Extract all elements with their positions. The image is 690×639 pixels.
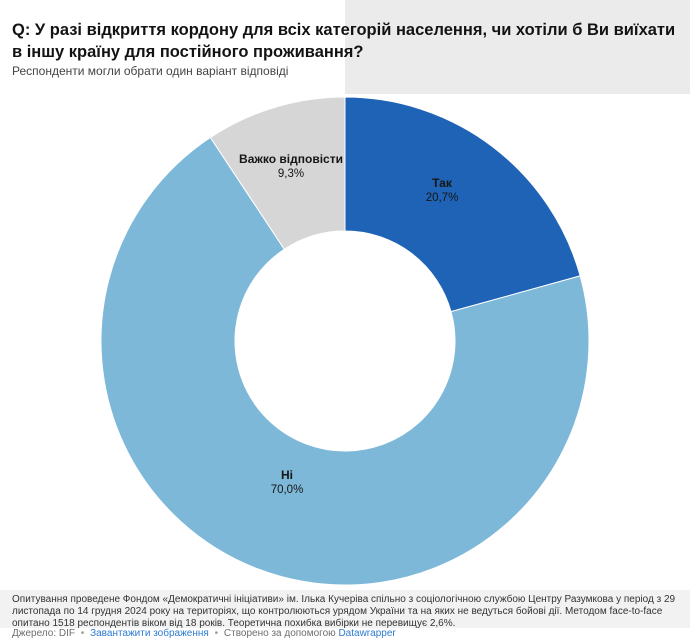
created-with-label: Створено за допомогою — [223, 628, 336, 639]
separator-dot: • — [214, 628, 219, 639]
footnote-background — [0, 590, 690, 628]
donut-slice-tak[interactable] — [344, 96, 581, 313]
chart-title: Q: У разі відкриття кордону для всіх кат… — [12, 21, 676, 62]
header-background — [345, 0, 690, 94]
source-row: Джерело: DIF • Завантажити зображення • … — [12, 628, 678, 639]
donut-slice-ni[interactable] — [100, 136, 590, 586]
donut-slice-vazhko[interactable] — [209, 96, 346, 250]
chart-subtitle: Респонденти могли обрати один варіант ві… — [12, 64, 289, 78]
separator-dot: • — [80, 628, 85, 639]
source-label: Джерело: DIF — [12, 628, 75, 639]
datawrapper-link[interactable]: Datawrapper — [338, 628, 396, 639]
download-image-link[interactable]: Завантажити зображення — [90, 628, 209, 639]
methodology-note: Опитування проведене Фондом «Демократичн… — [12, 594, 676, 629]
